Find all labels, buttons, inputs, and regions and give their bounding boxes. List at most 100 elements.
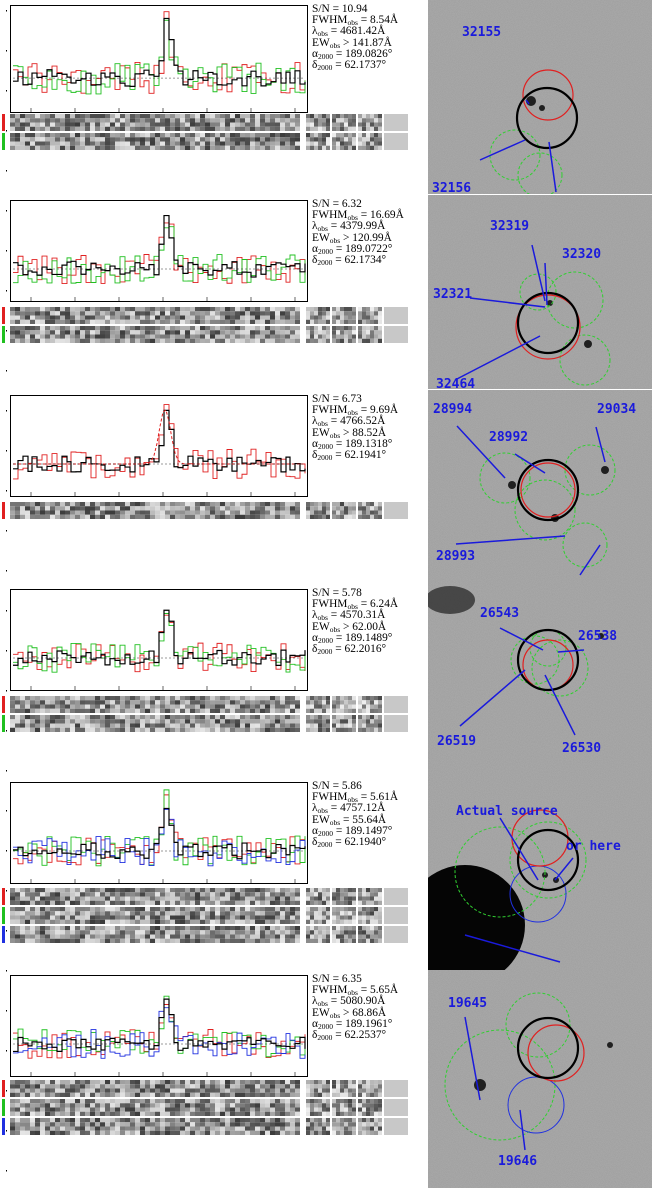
stamp-row bbox=[2, 926, 408, 948]
stamp-row bbox=[2, 1099, 408, 1121]
fwhm-row: FWHMobs = 5.61Å bbox=[312, 791, 399, 805]
delta-value: 62.1941° bbox=[344, 449, 387, 462]
ew-relation: = bbox=[343, 813, 350, 826]
stamp-row bbox=[2, 326, 408, 348]
pointer-line bbox=[554, 857, 574, 881]
aperture-red bbox=[527, 1024, 585, 1082]
source-id-label: 26530 bbox=[562, 741, 601, 756]
source-id-label: 32464 bbox=[436, 377, 475, 389]
delta-row: δ2000 = 62.1734° bbox=[312, 254, 387, 268]
aperture-green bbox=[454, 826, 546, 918]
snr-row: S/N = 6.73 bbox=[312, 393, 362, 405]
spectrum-plot bbox=[10, 5, 308, 113]
band-color-marker bbox=[2, 326, 5, 343]
source-id-label: 32321 bbox=[433, 287, 472, 302]
stamp-row bbox=[2, 1080, 408, 1102]
pointer-line bbox=[519, 1109, 526, 1151]
source-id-label: 32320 bbox=[562, 247, 601, 262]
line-properties: S/N = 6.73 FWHMobs = 9.69Å λobs = 4766.52Å… bbox=[312, 393, 428, 463]
source-id-label: 19645 bbox=[448, 996, 487, 1011]
fwhm-value: 5.61Å bbox=[370, 791, 399, 804]
alpha-row: α2000 = 189.0826° bbox=[312, 47, 393, 61]
lambda-row: λobs = 5080.90Å bbox=[312, 995, 386, 1009]
ew-value: 68.86Å bbox=[352, 1006, 387, 1019]
pointer-line bbox=[454, 335, 541, 381]
pointer-line bbox=[499, 627, 544, 651]
stamp-row bbox=[2, 502, 408, 524]
pointer-line bbox=[455, 535, 566, 545]
lambda-value: 4757.12Å bbox=[340, 802, 386, 815]
lambda-value: 4379.99Å bbox=[340, 220, 386, 233]
candidate-panel: S/N = 6.32 FWHMobs = 16.69Å λobs = 4379.99… bbox=[0, 195, 652, 389]
stamp-row bbox=[2, 715, 408, 737]
lambda-row: λobs = 4757.12Å bbox=[312, 802, 386, 816]
pointer-line bbox=[557, 649, 585, 653]
fwhm-value: 8.54Å bbox=[370, 14, 399, 27]
source-blob bbox=[601, 466, 609, 474]
snr-row: S/N = 5.86 bbox=[312, 780, 362, 792]
alpha-row: α2000 = 189.1961° bbox=[312, 1017, 393, 1031]
ew-relation: > bbox=[343, 36, 350, 49]
pointer-line bbox=[531, 244, 546, 302]
lambda-row: λobs = 4570.31Å bbox=[312, 609, 386, 623]
delta-value: 62.1734° bbox=[344, 254, 387, 267]
alpha-value: 189.1489° bbox=[345, 631, 393, 644]
pointer-line bbox=[544, 262, 548, 306]
ew-row: EWobs > 88.52Å bbox=[312, 426, 387, 440]
ew-value: 141.87Å bbox=[352, 36, 392, 49]
margin-ticks bbox=[6, 10, 7, 1172]
spectrum-plot bbox=[10, 975, 308, 1077]
lambda-value: 4766.52Å bbox=[340, 415, 386, 428]
ew-row: EWobs > 68.86Å bbox=[312, 1006, 387, 1020]
candidate-panel: S/N = 5.78 FWHMobs = 6.24Å λobs = 4570.31Å… bbox=[0, 584, 652, 778]
fwhm-value: 6.24Å bbox=[370, 598, 399, 611]
aperture-green bbox=[517, 152, 563, 194]
fwhm-value: 5.65Å bbox=[370, 984, 399, 997]
band-color-marker bbox=[2, 926, 5, 943]
aperture-black bbox=[516, 1016, 580, 1080]
candidate-panel: S/N = 10.94 FWHMobs = 8.54Å λobs = 4681.42… bbox=[0, 0, 652, 194]
ew-row: EWobs > 120.99Å bbox=[312, 231, 392, 245]
aperture-black bbox=[516, 291, 580, 355]
candidate-panel: S/N = 6.73 FWHMobs = 9.69Å λobs = 4766.52Å… bbox=[0, 390, 652, 584]
line-properties: S/N = 5.86 FWHMobs = 5.61Å λobs = 4757.12Å… bbox=[312, 780, 428, 849]
delta-row: δ2000 = 62.1941° bbox=[312, 449, 387, 463]
line-fit bbox=[13, 409, 304, 465]
hst-cutout: 26543 26538 26519 26530 bbox=[428, 584, 652, 778]
pointer-line bbox=[579, 544, 601, 576]
lambda-row: λobs = 4766.52Å bbox=[312, 415, 386, 429]
stamp-row bbox=[2, 888, 408, 910]
snr-row: S/N = 6.35 bbox=[312, 973, 362, 985]
alpha-row: α2000 = 189.0722° bbox=[312, 242, 393, 256]
pointer-line bbox=[479, 139, 526, 161]
source-blob bbox=[607, 1042, 613, 1048]
ew-relation: > bbox=[343, 1006, 350, 1019]
lambda-value: 4570.31Å bbox=[340, 609, 386, 622]
source-id-label: 29034 bbox=[597, 402, 636, 417]
ew-value: 55.64Å bbox=[352, 813, 387, 826]
hst-cutout: 28994 29034 28992 28993 bbox=[428, 390, 652, 584]
alpha-value: 189.1497° bbox=[345, 824, 393, 837]
pointer-line bbox=[499, 817, 539, 881]
aperture-green bbox=[531, 639, 589, 697]
ew-row: EWobs > 141.87Å bbox=[312, 36, 392, 50]
aperture-green bbox=[559, 334, 611, 386]
delta-row: δ2000 = 62.2537° bbox=[312, 1029, 387, 1043]
aperture-green bbox=[564, 444, 616, 496]
delta-value: 62.2537° bbox=[344, 1029, 387, 1042]
delta-row: δ2000 = 62.1737° bbox=[312, 59, 387, 73]
alpha-value: 189.1318° bbox=[345, 437, 393, 450]
alpha-value: 189.1961° bbox=[345, 1017, 393, 1030]
fwhm-row: FWHMobs = 16.69Å bbox=[312, 209, 404, 223]
snr-value: 10.94 bbox=[341, 3, 368, 15]
spectrum-plot bbox=[10, 589, 308, 691]
delta-value: 62.2016° bbox=[344, 643, 387, 656]
pointer-line bbox=[464, 1016, 481, 1101]
aperture-green bbox=[514, 479, 576, 541]
source-blob bbox=[508, 481, 516, 489]
candidate-panel: S/N = 6.35 FWHMobs = 5.65Å λobs = 5080.90Å… bbox=[0, 970, 652, 1188]
aperture-black bbox=[515, 86, 579, 150]
line-properties: S/N = 6.32 FWHMobs = 16.69Å λobs = 4379.99… bbox=[312, 198, 428, 268]
fwhm-row: FWHMobs = 5.65Å bbox=[312, 984, 399, 998]
pointer-line bbox=[459, 669, 526, 727]
